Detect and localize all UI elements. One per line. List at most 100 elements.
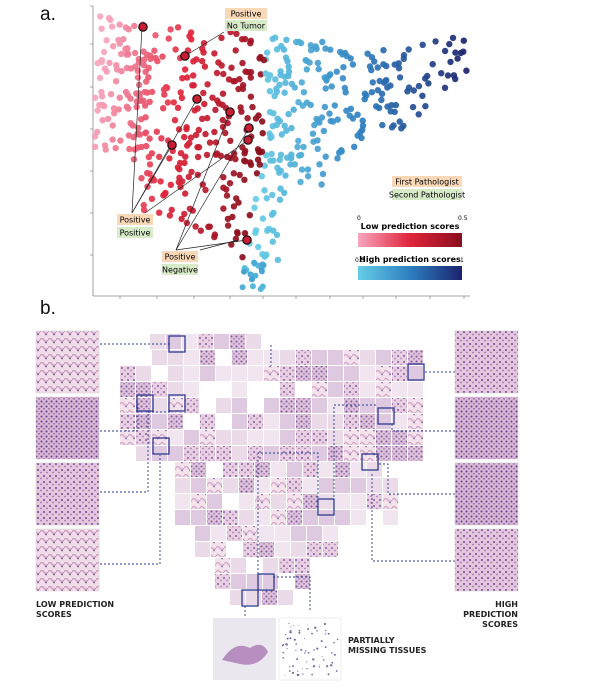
- scatter-point: [190, 58, 197, 65]
- tile: [232, 398, 247, 413]
- tile: [215, 574, 230, 589]
- scatter-point: [220, 70, 227, 78]
- scatter-point: [146, 135, 153, 142]
- scatter-point: [378, 90, 386, 98]
- scatter-point: [200, 40, 208, 47]
- scatter-point: [241, 157, 248, 164]
- scatter-point: [127, 95, 134, 102]
- scatter-point: [199, 57, 206, 65]
- tile: [232, 350, 247, 365]
- scatter-point: [133, 98, 141, 105]
- scatter-point: [329, 118, 337, 125]
- tile: [328, 430, 343, 445]
- scatter-point: [347, 55, 354, 62]
- callout-left-first: Positive: [120, 216, 151, 225]
- tile: [216, 446, 231, 461]
- scatter-point: [145, 74, 152, 81]
- scatter-point: [184, 142, 191, 149]
- tile: [312, 398, 327, 413]
- scatter-point: [307, 47, 315, 54]
- speck: [312, 665, 316, 668]
- speck: [304, 652, 306, 654]
- speck: [306, 661, 308, 663]
- tile: [223, 510, 238, 525]
- speck: [291, 671, 294, 675]
- tile: [184, 398, 199, 413]
- scatter-point: [246, 212, 253, 219]
- tile: [312, 350, 327, 365]
- tile: [280, 366, 295, 381]
- scatter-point: [118, 50, 125, 58]
- speck: [331, 661, 334, 664]
- tile: [207, 478, 222, 493]
- speck: [322, 659, 325, 661]
- scatter-point: [285, 110, 292, 118]
- tile: [200, 430, 215, 445]
- scatter-point: [141, 56, 148, 63]
- tile: [136, 430, 151, 445]
- tile: [262, 590, 277, 605]
- circled-point: [242, 235, 252, 245]
- scatter-point: [212, 151, 220, 158]
- y-ticks: [90, 5, 93, 256]
- tile: [360, 430, 375, 445]
- tile: [319, 478, 334, 493]
- pathologist-key: First Pathologist Second Pathologist: [389, 176, 465, 200]
- scatter-point: [116, 94, 124, 101]
- scatter-point: [274, 256, 282, 264]
- scatter-point: [450, 72, 458, 79]
- scatter-point: [113, 66, 121, 73]
- tile: [259, 526, 274, 541]
- tile: [408, 414, 423, 429]
- low-thumb-4: [35, 528, 100, 592]
- tile: [239, 510, 254, 525]
- speck: [327, 632, 330, 635]
- colorbar-high-max: 1: [460, 257, 464, 264]
- speck: [289, 666, 291, 668]
- scatter-point: [460, 37, 467, 44]
- scatter-point: [396, 118, 403, 125]
- scatter-point: [214, 97, 221, 104]
- scatter-point: [159, 53, 166, 60]
- scatter-point: [140, 48, 147, 55]
- scatter-point: [251, 204, 258, 211]
- scatter-point: [358, 134, 365, 142]
- tile: [232, 382, 247, 397]
- tile: [392, 366, 407, 381]
- tile: [230, 590, 245, 605]
- scatter-point: [115, 36, 122, 44]
- scatter-point: [110, 43, 117, 50]
- tile: [120, 398, 135, 413]
- tile: [168, 382, 183, 397]
- tile: [376, 398, 391, 413]
- scatter-point: [282, 79, 289, 87]
- scatter-point: [107, 16, 114, 24]
- speck: [288, 670, 291, 672]
- speck: [289, 630, 292, 632]
- missing-tissue-thumbnails: [213, 617, 342, 681]
- scatter-point: [313, 115, 320, 123]
- tile: [168, 398, 183, 413]
- speck: [298, 629, 301, 632]
- tile: [191, 494, 206, 509]
- tile: [150, 334, 165, 349]
- scatter-point: [384, 103, 391, 110]
- tile: [335, 494, 350, 509]
- speck: [282, 657, 285, 659]
- tile: [328, 350, 343, 365]
- scatter-point: [202, 186, 209, 194]
- scatter-point: [140, 206, 148, 214]
- tile: [408, 398, 423, 413]
- tile: [232, 430, 247, 445]
- scatter-point: [285, 68, 293, 75]
- low-thumb-3: [35, 462, 100, 526]
- tile: [275, 542, 290, 557]
- scatter-point: [297, 178, 304, 186]
- tile: [120, 430, 135, 445]
- tile: [215, 558, 230, 573]
- scatter-point: [222, 129, 229, 137]
- tile: [191, 510, 206, 525]
- scatter-point: [247, 40, 254, 47]
- speck: [325, 629, 327, 632]
- tile: [296, 446, 311, 461]
